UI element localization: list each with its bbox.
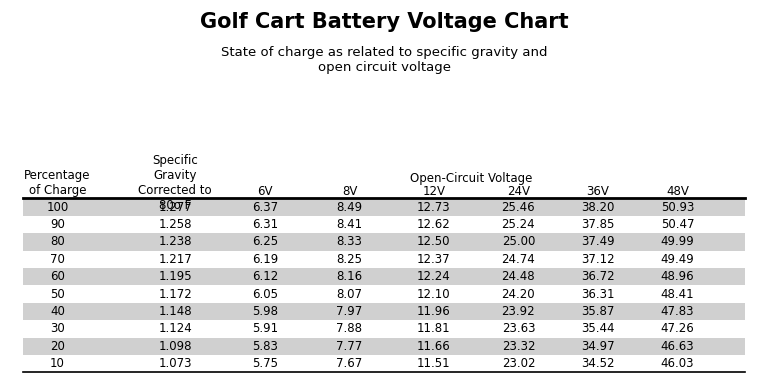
- Text: 1.277: 1.277: [158, 200, 192, 214]
- Text: 49.99: 49.99: [660, 235, 694, 248]
- Text: 12.73: 12.73: [417, 200, 451, 214]
- Text: 35.87: 35.87: [581, 305, 614, 318]
- Text: 48.96: 48.96: [660, 270, 694, 283]
- Bar: [23, 233, 745, 251]
- Bar: [23, 199, 745, 216]
- Text: 36.31: 36.31: [581, 288, 614, 301]
- Text: 1.148: 1.148: [158, 305, 192, 318]
- Text: 35.44: 35.44: [581, 323, 614, 336]
- Text: 5.98: 5.98: [252, 305, 278, 318]
- Text: 30: 30: [50, 323, 65, 336]
- Text: 37.85: 37.85: [581, 218, 614, 231]
- Text: 50: 50: [50, 288, 65, 301]
- Text: 11.66: 11.66: [417, 340, 451, 353]
- Text: 12V: 12V: [422, 185, 445, 198]
- Text: 8.41: 8.41: [336, 218, 362, 231]
- Text: 6.31: 6.31: [252, 218, 278, 231]
- Text: 10: 10: [50, 357, 65, 370]
- Text: 100: 100: [47, 200, 68, 214]
- Text: 1.098: 1.098: [158, 340, 192, 353]
- Text: 8.49: 8.49: [336, 200, 362, 214]
- Text: 23.32: 23.32: [502, 340, 535, 353]
- Text: 6.12: 6.12: [252, 270, 278, 283]
- Text: 7.77: 7.77: [336, 340, 362, 353]
- Bar: [23, 338, 745, 355]
- Text: 25.24: 25.24: [502, 218, 535, 231]
- Text: 1.258: 1.258: [158, 218, 192, 231]
- Text: 25.00: 25.00: [502, 235, 535, 248]
- Text: 5.75: 5.75: [252, 357, 278, 370]
- Text: 46.63: 46.63: [660, 340, 694, 353]
- Text: 37.49: 37.49: [581, 235, 614, 248]
- Text: 34.97: 34.97: [581, 340, 614, 353]
- Text: 48V: 48V: [666, 185, 689, 198]
- Text: 50.47: 50.47: [660, 218, 694, 231]
- Text: 8.07: 8.07: [336, 288, 362, 301]
- Text: 24.48: 24.48: [502, 270, 535, 283]
- Bar: [23, 268, 745, 285]
- Text: 6.37: 6.37: [252, 200, 278, 214]
- Text: 1.124: 1.124: [158, 323, 192, 336]
- Text: 1.073: 1.073: [158, 357, 192, 370]
- Text: 38.20: 38.20: [581, 200, 614, 214]
- Text: 8.16: 8.16: [336, 270, 362, 283]
- Text: 12.10: 12.10: [417, 288, 451, 301]
- Text: 23.02: 23.02: [502, 357, 535, 370]
- Text: 46.03: 46.03: [660, 357, 694, 370]
- Text: 48.41: 48.41: [660, 288, 694, 301]
- Text: 49.49: 49.49: [660, 253, 694, 266]
- Text: 23.63: 23.63: [502, 323, 535, 336]
- Text: Open-Circuit Voltage: Open-Circuit Voltage: [410, 172, 532, 184]
- Text: 24.74: 24.74: [502, 253, 535, 266]
- Text: 6.25: 6.25: [252, 235, 278, 248]
- Text: 90: 90: [50, 218, 65, 231]
- Text: 24.20: 24.20: [502, 288, 535, 301]
- Text: 1.217: 1.217: [158, 253, 192, 266]
- Text: 6.05: 6.05: [252, 288, 278, 301]
- Text: 1.172: 1.172: [158, 288, 192, 301]
- Text: 8.33: 8.33: [336, 235, 362, 248]
- Text: 12.24: 12.24: [417, 270, 451, 283]
- Text: 23.92: 23.92: [502, 305, 535, 318]
- Text: 5.83: 5.83: [252, 340, 278, 353]
- Text: 11.96: 11.96: [417, 305, 451, 318]
- Text: 24V: 24V: [507, 185, 530, 198]
- Text: 1.238: 1.238: [158, 235, 192, 248]
- Text: 12.62: 12.62: [417, 218, 451, 231]
- Text: Golf Cart Battery Voltage Chart: Golf Cart Battery Voltage Chart: [200, 12, 568, 31]
- Text: 34.52: 34.52: [581, 357, 614, 370]
- Text: 5.91: 5.91: [252, 323, 278, 336]
- Text: 70: 70: [50, 253, 65, 266]
- Bar: [23, 303, 745, 320]
- Text: 40: 40: [50, 305, 65, 318]
- Text: Percentage
of Charge: Percentage of Charge: [25, 169, 91, 197]
- Text: 36.72: 36.72: [581, 270, 614, 283]
- Text: 11.51: 11.51: [417, 357, 451, 370]
- Text: 7.88: 7.88: [336, 323, 362, 336]
- Text: 37.12: 37.12: [581, 253, 614, 266]
- Text: 6.19: 6.19: [252, 253, 278, 266]
- Text: 60: 60: [50, 270, 65, 283]
- Text: 11.81: 11.81: [417, 323, 451, 336]
- Text: 12.37: 12.37: [417, 253, 451, 266]
- Text: 8V: 8V: [342, 185, 357, 198]
- Text: 7.97: 7.97: [336, 305, 362, 318]
- Text: 50.93: 50.93: [660, 200, 694, 214]
- Text: 1.195: 1.195: [158, 270, 192, 283]
- Text: Specific
Gravity
Corrected to
80o F: Specific Gravity Corrected to 80o F: [138, 154, 212, 212]
- Text: 6V: 6V: [257, 185, 273, 198]
- Text: State of charge as related to specific gravity and
open circuit voltage: State of charge as related to specific g…: [220, 46, 548, 74]
- Text: 25.46: 25.46: [502, 200, 535, 214]
- Text: 7.67: 7.67: [336, 357, 362, 370]
- Text: 80: 80: [50, 235, 65, 248]
- Text: 36V: 36V: [586, 185, 609, 198]
- Text: 8.25: 8.25: [336, 253, 362, 266]
- Text: 47.26: 47.26: [660, 323, 694, 336]
- Text: 12.50: 12.50: [417, 235, 451, 248]
- Text: 47.83: 47.83: [660, 305, 694, 318]
- Text: 20: 20: [50, 340, 65, 353]
